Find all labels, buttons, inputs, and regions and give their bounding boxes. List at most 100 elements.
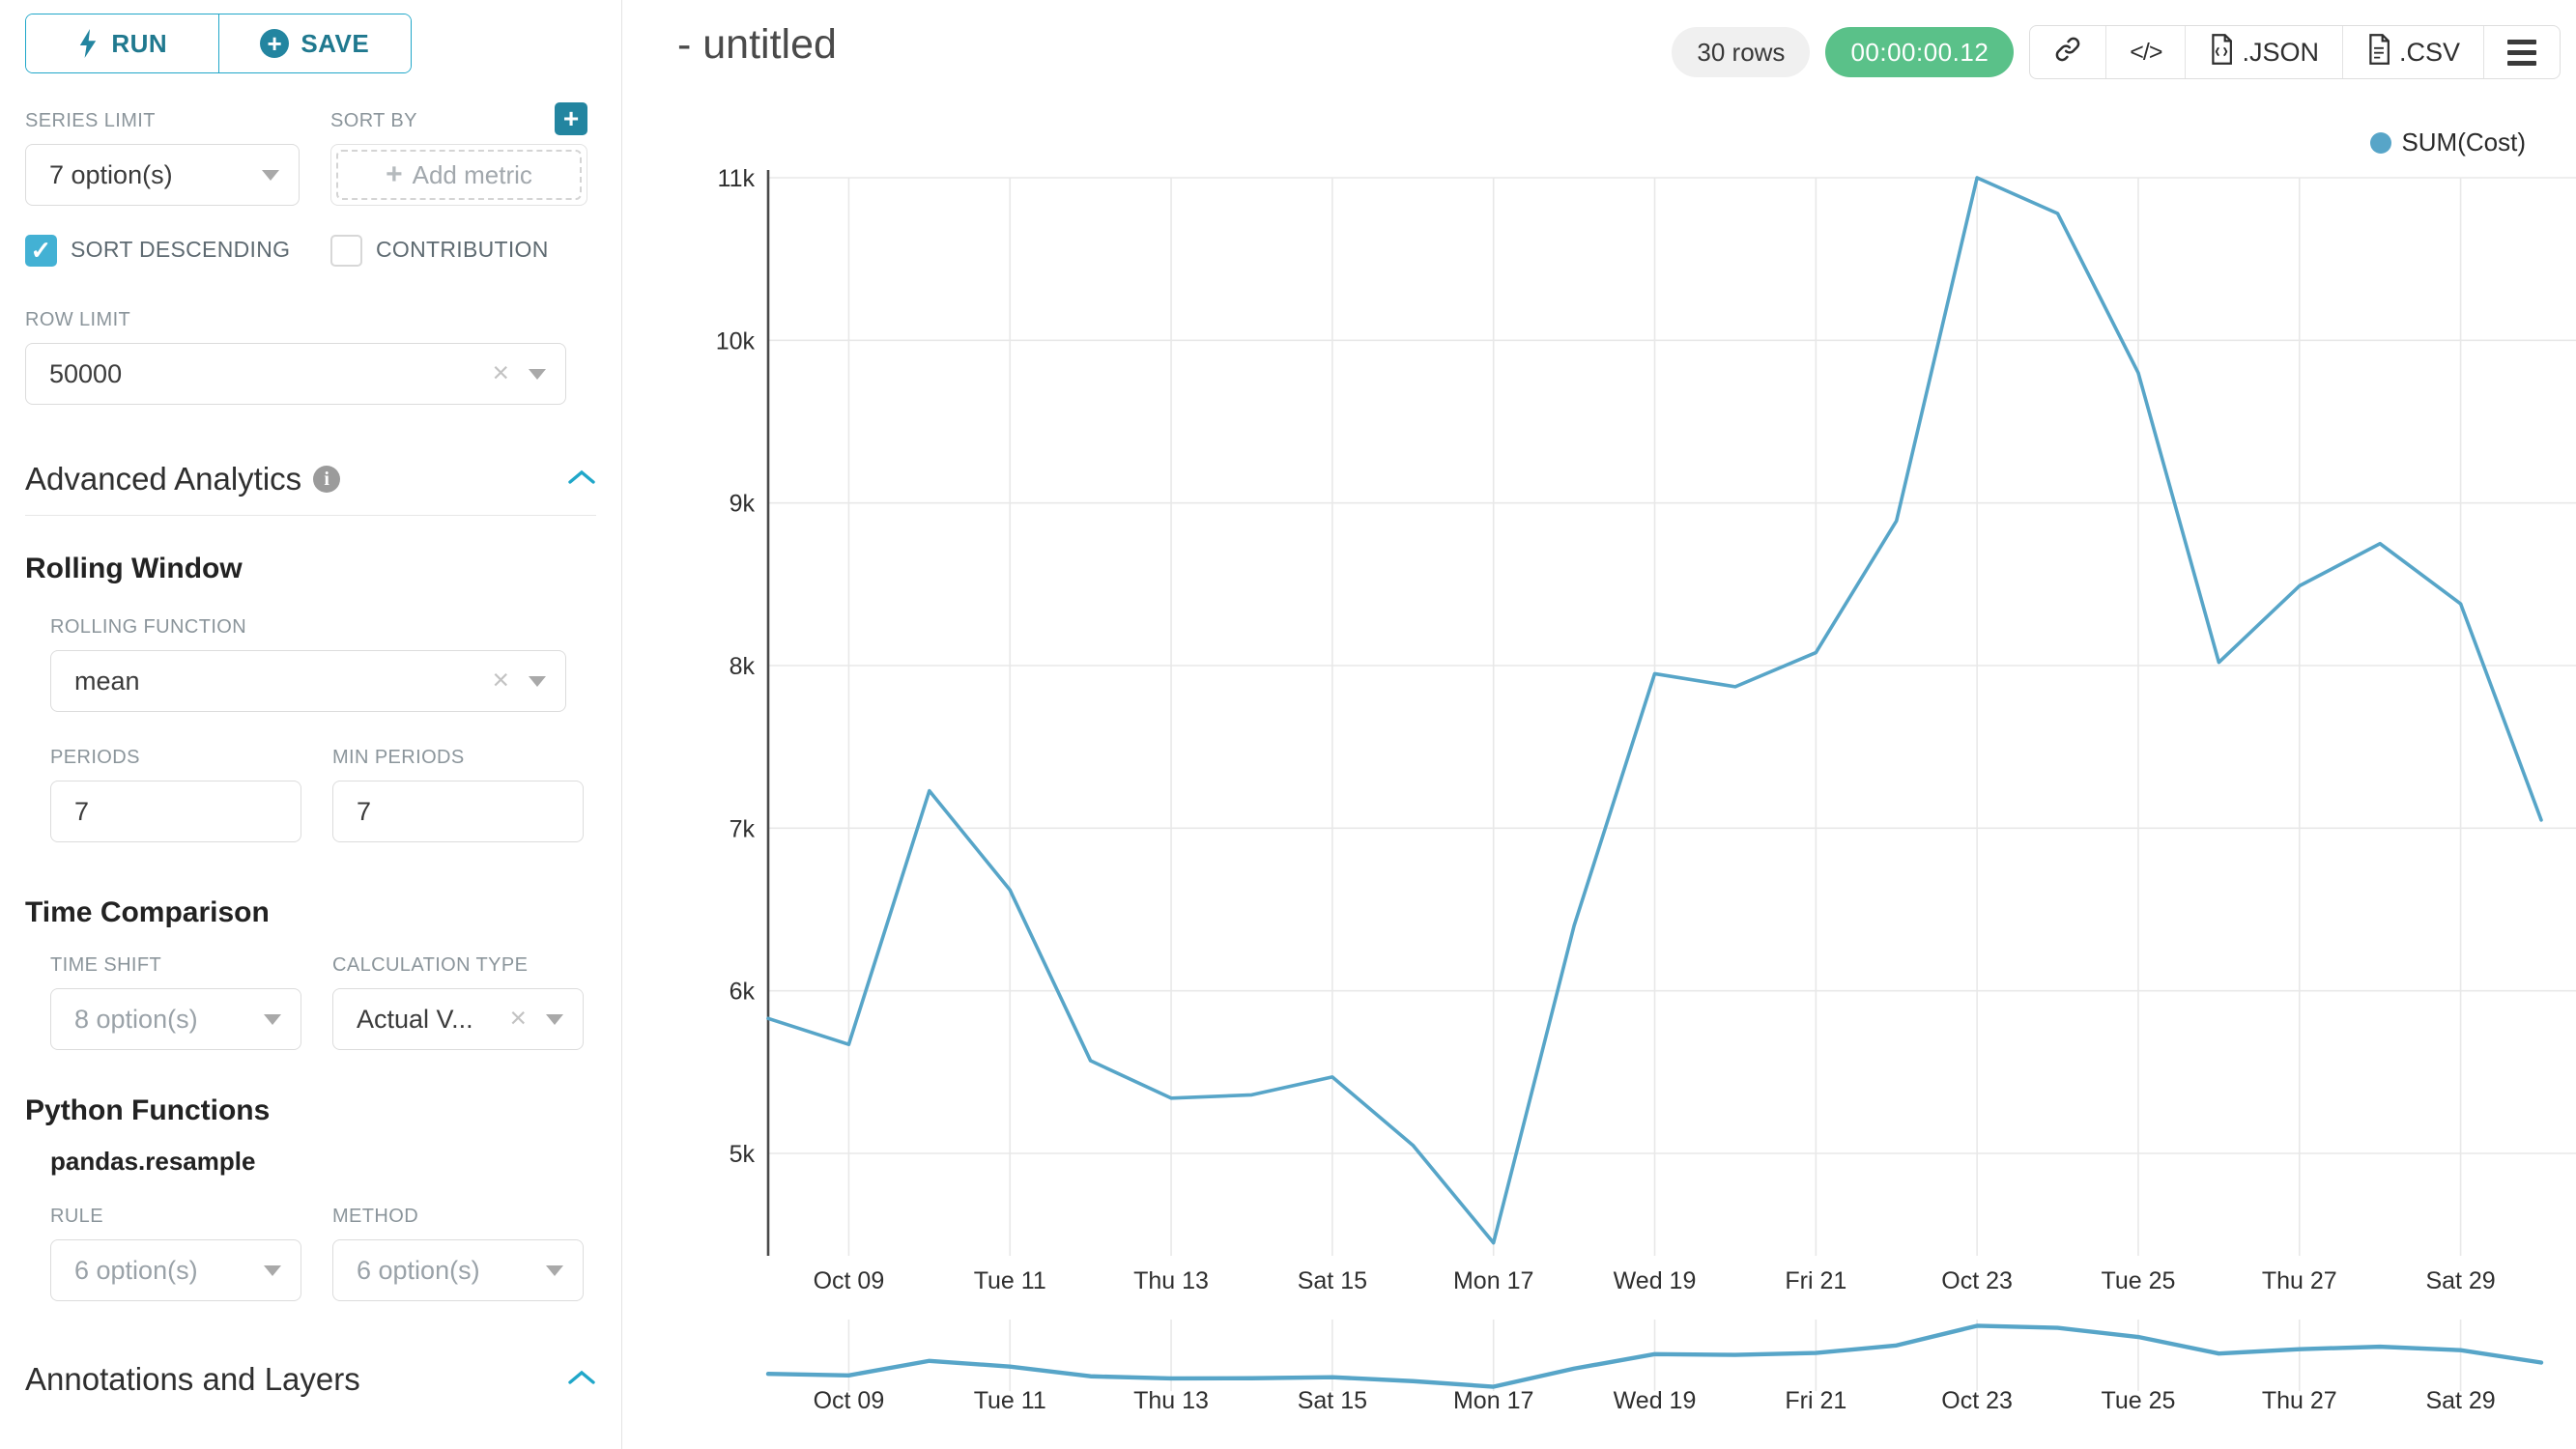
x-axis-tick-label: Oct 23 xyxy=(1941,1267,2013,1294)
mini-x-axis-tick-label: Oct 09 xyxy=(814,1387,885,1414)
y-axis-tick-label: 6k xyxy=(730,979,756,1006)
min-periods-input[interactable]: 7 xyxy=(332,781,584,842)
chevron-down-icon xyxy=(546,1265,563,1276)
export-json-label: .JSON xyxy=(2242,37,2319,67)
rule-placeholder: 6 option(s) xyxy=(74,1255,198,1285)
rolling-window-title: Rolling Window xyxy=(25,553,243,584)
rolling-function-label: ROLLING FUNCTION xyxy=(50,616,247,638)
json-file-icon xyxy=(2209,33,2234,71)
series-limit-label: SERIES LIMIT xyxy=(25,110,156,131)
collapse-chevron-up-icon[interactable] xyxy=(567,1369,596,1391)
query-timer-badge: 00:00:00.12 xyxy=(1825,27,2015,77)
chevron-down-icon xyxy=(264,1265,281,1276)
x-axis-tick-label: Sat 29 xyxy=(2425,1267,2495,1294)
method-placeholder: 6 option(s) xyxy=(357,1255,480,1285)
control-panel-sidebar: RUN + SAVE SERIES LIMIT 7 option(s) SORT… xyxy=(0,0,622,1449)
sort-by-control: + Add metric xyxy=(330,144,587,206)
y-axis-tick-label: 11k xyxy=(718,165,756,192)
rule-select[interactable]: 6 option(s) xyxy=(50,1239,301,1301)
info-icon: i xyxy=(313,466,341,493)
clear-icon[interactable]: × xyxy=(492,356,509,389)
run-button-label: RUN xyxy=(111,28,168,58)
x-axis-tick-label: Tue 25 xyxy=(2102,1267,2176,1294)
chevron-down-icon xyxy=(529,369,546,380)
run-save-button-group: RUN + SAVE xyxy=(25,14,412,73)
x-axis-tick-label: Sat 15 xyxy=(1298,1267,1367,1294)
chart-legend[interactable]: SUM(Cost) xyxy=(2370,128,2526,157)
view-query-button[interactable]: </> xyxy=(2105,26,2185,78)
mini-x-axis-tick-label: Mon 17 xyxy=(1453,1387,1533,1414)
time-shift-select[interactable]: 8 option(s) xyxy=(50,988,301,1050)
add-metric-button[interactable]: + Add metric xyxy=(336,150,582,200)
legend-series-label: SUM(Cost) xyxy=(2401,128,2526,156)
mini-x-axis-tick-label: Wed 19 xyxy=(1614,1387,1697,1414)
pandas-resample-label: pandas.resample xyxy=(50,1147,256,1176)
x-axis-tick-label: Thu 13 xyxy=(1133,1267,1209,1294)
time-comparison-title: Time Comparison xyxy=(25,896,270,928)
csv-file-icon xyxy=(2366,33,2391,71)
mini-x-axis-tick-label: Fri 21 xyxy=(1785,1387,1846,1414)
lightning-bolt-icon xyxy=(76,29,100,58)
sort-descending-checkbox[interactable]: ✓ xyxy=(25,235,57,267)
rolling-function-select[interactable]: mean × xyxy=(50,650,566,712)
clear-icon[interactable]: × xyxy=(509,1002,527,1035)
mini-x-axis-tick-label: Thu 13 xyxy=(1133,1387,1209,1414)
method-select[interactable]: 6 option(s) xyxy=(332,1239,584,1301)
legend-series-dot xyxy=(2370,131,2392,154)
export-json-button[interactable]: .JSON xyxy=(2185,26,2342,78)
row-limit-label: ROW LIMIT xyxy=(25,309,131,330)
chevron-down-icon xyxy=(264,1014,281,1025)
sort-descending-label: SORT DESCENDING xyxy=(71,237,291,262)
clear-icon[interactable]: × xyxy=(492,664,509,696)
add-metric-label: Add metric xyxy=(412,159,532,189)
more-options-button[interactable] xyxy=(2483,26,2560,78)
y-axis-tick-label: 8k xyxy=(730,653,756,680)
export-csv-button[interactable]: .CSV xyxy=(2341,26,2483,78)
add-sort-plus-button[interactable]: + xyxy=(555,102,587,135)
contribution-checkbox[interactable] xyxy=(330,235,362,267)
min-periods-value: 7 xyxy=(357,796,372,826)
method-label: METHOD xyxy=(332,1206,419,1227)
save-button[interactable]: + SAVE xyxy=(217,14,411,72)
mini-x-axis-tick-label: Tue 25 xyxy=(2102,1387,2176,1414)
chevron-down-icon xyxy=(529,676,546,687)
row-count-badge: 30 rows xyxy=(1672,27,1811,77)
row-limit-select[interactable]: 50000 × xyxy=(25,343,566,405)
mini-x-axis-tick-label: Oct 23 xyxy=(1941,1387,2013,1414)
link-icon xyxy=(2053,35,2082,71)
advanced-analytics-title: Advanced Analytics xyxy=(25,461,302,497)
sort-descending-checkbox-row: ✓ SORT DESCENDING xyxy=(25,235,300,267)
annotations-layers-title: Annotations and Layers xyxy=(25,1361,360,1397)
periods-label: PERIODS xyxy=(50,747,140,768)
x-axis-tick-label: Tue 11 xyxy=(974,1267,1046,1294)
y-axis-tick-label: 7k xyxy=(730,815,756,842)
chart-panel: - untitled 30 rows 00:00:00.12 </> xyxy=(623,0,2576,1449)
y-axis-tick-label: 5k xyxy=(730,1141,756,1168)
export-csv-label: .CSV xyxy=(2398,37,2460,67)
timeseries-line-chart[interactable]: 5k 6k 7k 8k 9k 10k 11k Oct 09 Oct 09 Tue 11 Tue 11… xyxy=(623,116,2576,1449)
plus-circle-icon: + xyxy=(260,29,290,58)
section-divider xyxy=(25,515,596,516)
x-axis-tick-label: Mon 17 xyxy=(1453,1267,1533,1294)
periods-input[interactable]: 7 xyxy=(50,781,301,842)
time-shift-placeholder: 8 option(s) xyxy=(74,1004,198,1034)
mini-x-axis-tick-label: Tue 11 xyxy=(974,1387,1046,1414)
mini-preview-line[interactable] xyxy=(765,1323,2544,1389)
y-axis-tick-label: 9k xyxy=(730,491,756,518)
series-limit-value: 7 option(s) xyxy=(49,159,173,189)
save-button-label: SAVE xyxy=(301,28,370,58)
row-limit-value: 50000 xyxy=(49,358,123,388)
calculation-type-select[interactable]: Actual V... × xyxy=(332,988,584,1050)
x-axis-tick-label: Wed 19 xyxy=(1614,1267,1697,1294)
mini-x-axis-tick-label: Thu 27 xyxy=(2262,1387,2337,1414)
run-button[interactable]: RUN xyxy=(26,14,218,72)
sort-by-label: SORT BY xyxy=(330,110,417,131)
plus-icon: + xyxy=(386,158,403,190)
copy-link-button[interactable] xyxy=(2030,26,2105,78)
collapse-chevron-up-icon[interactable] xyxy=(567,469,596,491)
min-periods-label: MIN PERIODS xyxy=(332,747,465,768)
contribution-checkbox-row: CONTRIBUTION xyxy=(330,235,587,267)
mini-x-axis-tick-label: Sat 29 xyxy=(2425,1387,2495,1414)
chart-title[interactable]: - untitled xyxy=(677,21,837,68)
series-limit-select[interactable]: 7 option(s) xyxy=(25,144,300,206)
